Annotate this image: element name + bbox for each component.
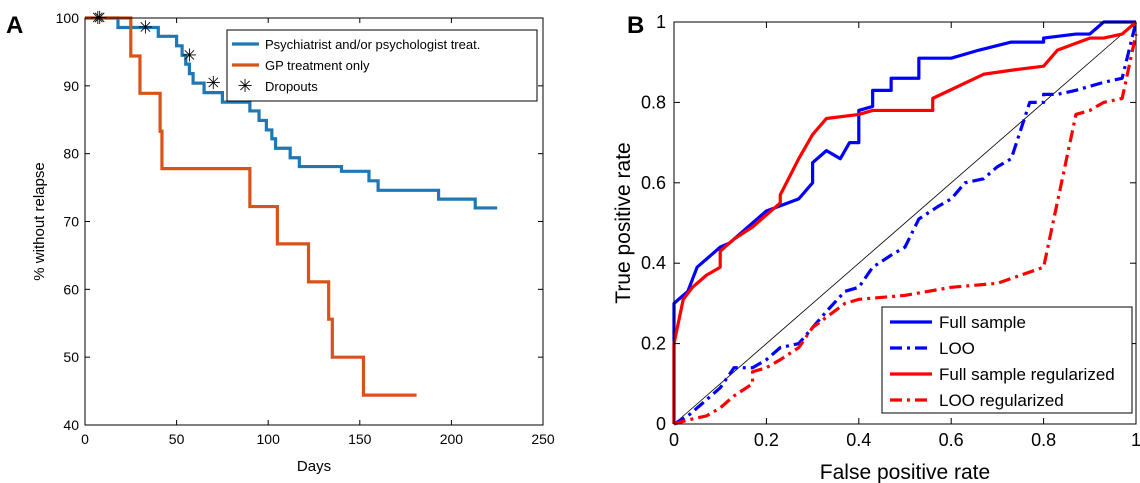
x-tick-label: 0 xyxy=(81,431,89,447)
chance-diagonal xyxy=(673,21,1137,425)
roc-full-sample-line xyxy=(672,20,1136,424)
panel-b: B 0 0.2 0.4 0.6 0.8 1 0 0.2 0.4 0.6 0.8 1 False posit… xyxy=(612,12,1140,483)
x-axis-label: Days xyxy=(297,458,331,475)
legend-label: LOO regularized xyxy=(939,391,1064,410)
y-tick-label: 60 xyxy=(63,281,79,297)
legend-box-a xyxy=(226,29,538,102)
dropout-marker: ✳ xyxy=(138,17,153,37)
series-line-gp-only xyxy=(85,16,417,397)
y-tick-label: 90 xyxy=(63,78,79,94)
y-tick-label: 0.2 xyxy=(641,334,666,354)
series-line-psychiatrist-psychologist xyxy=(85,16,498,210)
y-axis-label: % without relapse xyxy=(31,162,48,280)
x-tick-label: 100 xyxy=(257,431,281,447)
y-tick-label: 80 xyxy=(63,146,79,162)
y-tick-label: 0.8 xyxy=(641,92,666,112)
y-axis-label: True positive rate xyxy=(612,142,635,303)
x-tick-label: 0.2 xyxy=(754,430,779,450)
legend-label: Full sample regularized xyxy=(939,365,1115,384)
x-tick-label: 200 xyxy=(440,431,464,447)
roc-loo-line xyxy=(673,21,1138,426)
x-tick-label: 0.6 xyxy=(939,430,964,450)
panel-a-letter: A xyxy=(6,12,23,39)
dropout-marker: ✳ xyxy=(206,73,221,93)
legend-label: Psychiatrist and/or psychologist treat. xyxy=(265,37,480,52)
y-tick-label: 0.4 xyxy=(641,253,666,273)
x-tick-label: 0 xyxy=(669,430,679,450)
plot-frame-b xyxy=(673,21,1137,425)
panel-b-letter: B xyxy=(627,12,644,39)
panel-a: A ✳✳ ✳✳✳0 50 100 150 200 250405060708090100Days… xyxy=(6,8,555,475)
y-tick-label: 50 xyxy=(63,349,79,365)
y-tick-label: 0.6 xyxy=(641,173,666,193)
legend-marker: ✳ xyxy=(237,76,252,96)
x-tick-label: 1 xyxy=(1131,430,1140,450)
x-tick-label: 250 xyxy=(531,431,555,447)
x-tick-label: 0.8 xyxy=(1031,430,1056,450)
legend-box-b xyxy=(881,306,1133,414)
roc-full-sample-regularized-line xyxy=(672,20,1138,424)
y-tick-label: 40 xyxy=(63,417,79,433)
x-axis-label: False positive rate xyxy=(820,461,990,483)
y-tick-label: 1 xyxy=(656,12,666,32)
dropout-marker: ✳ xyxy=(182,45,197,65)
legend-label: GP treatment only xyxy=(265,58,370,73)
x-tick-label: 50 xyxy=(169,431,185,447)
legend-label: Dropouts xyxy=(265,79,318,94)
y-tick-label: 70 xyxy=(63,214,79,230)
roc-loo-regularized-line xyxy=(673,33,1138,426)
y-tick-label: 0 xyxy=(656,414,666,434)
x-tick-label: 150 xyxy=(348,431,372,447)
y-tick-label: 100 xyxy=(56,10,80,26)
x-tick-label: 0.4 xyxy=(846,430,871,450)
legend-label: LOO xyxy=(939,339,975,358)
legend-label: Full sample xyxy=(939,313,1026,332)
